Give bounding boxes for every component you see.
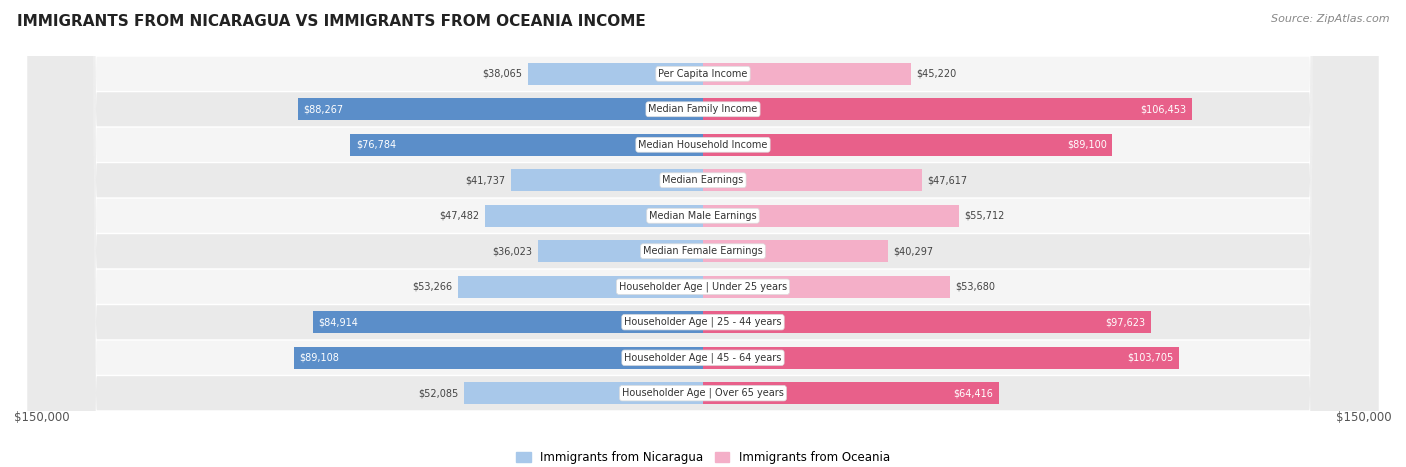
Bar (703, 169, 922, 191)
Bar (703, 240, 889, 262)
Bar (294, 347, 703, 369)
Text: Median Male Earnings: Median Male Earnings (650, 211, 756, 221)
Text: $89,108: $89,108 (299, 353, 339, 363)
Bar (703, 347, 1180, 369)
Bar (298, 98, 703, 120)
Text: $38,065: $38,065 (482, 69, 523, 79)
FancyBboxPatch shape (28, 0, 1378, 467)
FancyBboxPatch shape (28, 0, 1378, 467)
Bar (529, 63, 703, 85)
Bar (703, 382, 998, 404)
Bar (537, 240, 703, 262)
Text: $55,712: $55,712 (965, 211, 1005, 221)
Bar (485, 205, 703, 227)
Bar (703, 276, 949, 298)
Text: $97,623: $97,623 (1105, 317, 1146, 327)
Text: Householder Age | Over 65 years: Householder Age | Over 65 years (621, 388, 785, 398)
Bar (512, 169, 703, 191)
FancyBboxPatch shape (28, 0, 1378, 467)
Text: $52,085: $52,085 (418, 388, 458, 398)
Text: $47,617: $47,617 (927, 175, 967, 185)
Text: $45,220: $45,220 (917, 69, 956, 79)
Text: Per Capita Income: Per Capita Income (658, 69, 748, 79)
Text: $84,914: $84,914 (319, 317, 359, 327)
Text: Householder Age | Under 25 years: Householder Age | Under 25 years (619, 282, 787, 292)
Text: $150,000: $150,000 (14, 411, 70, 424)
FancyBboxPatch shape (28, 0, 1378, 467)
Text: $106,453: $106,453 (1140, 104, 1187, 114)
Text: $88,267: $88,267 (304, 104, 343, 114)
Legend: Immigrants from Nicaragua, Immigrants from Oceania: Immigrants from Nicaragua, Immigrants fr… (512, 446, 894, 467)
Text: $103,705: $103,705 (1128, 353, 1174, 363)
Bar (703, 134, 1112, 156)
Text: $150,000: $150,000 (1336, 411, 1392, 424)
FancyBboxPatch shape (28, 0, 1378, 467)
Bar (703, 205, 959, 227)
FancyBboxPatch shape (28, 0, 1378, 467)
Bar (314, 311, 703, 333)
Bar (464, 382, 703, 404)
FancyBboxPatch shape (28, 0, 1378, 467)
Text: $89,100: $89,100 (1067, 140, 1107, 150)
Text: Householder Age | 45 - 64 years: Householder Age | 45 - 64 years (624, 353, 782, 363)
Text: IMMIGRANTS FROM NICARAGUA VS IMMIGRANTS FROM OCEANIA INCOME: IMMIGRANTS FROM NICARAGUA VS IMMIGRANTS … (17, 14, 645, 29)
Text: $40,297: $40,297 (894, 246, 934, 256)
Bar (703, 98, 1192, 120)
Text: $36,023: $36,023 (492, 246, 531, 256)
FancyBboxPatch shape (28, 0, 1378, 467)
Bar (458, 276, 703, 298)
Text: $64,416: $64,416 (953, 388, 994, 398)
Text: Median Earnings: Median Earnings (662, 175, 744, 185)
Text: $53,266: $53,266 (413, 282, 453, 292)
FancyBboxPatch shape (28, 0, 1378, 467)
Text: $53,680: $53,680 (955, 282, 995, 292)
Text: $47,482: $47,482 (439, 211, 479, 221)
Bar (703, 63, 911, 85)
Text: $41,737: $41,737 (465, 175, 506, 185)
Text: Householder Age | 25 - 44 years: Householder Age | 25 - 44 years (624, 317, 782, 327)
Text: Median Household Income: Median Household Income (638, 140, 768, 150)
Text: Source: ZipAtlas.com: Source: ZipAtlas.com (1271, 14, 1389, 24)
Text: $76,784: $76,784 (356, 140, 396, 150)
Bar (703, 311, 1152, 333)
Text: Median Female Earnings: Median Female Earnings (643, 246, 763, 256)
Text: Median Family Income: Median Family Income (648, 104, 758, 114)
Bar (350, 134, 703, 156)
FancyBboxPatch shape (28, 0, 1378, 467)
